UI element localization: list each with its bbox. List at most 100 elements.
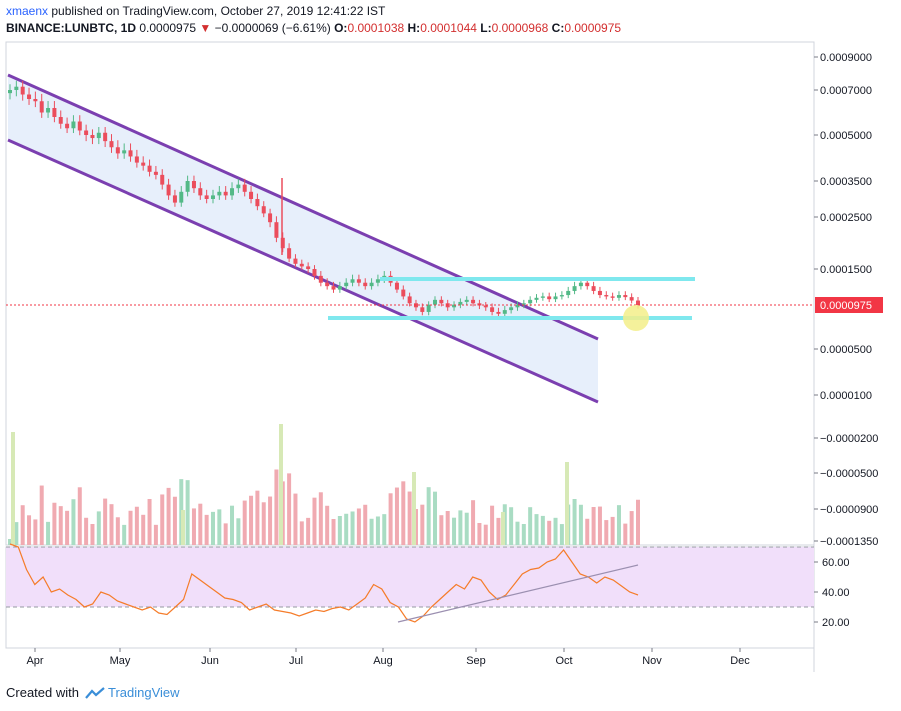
candle-body: [39, 101, 44, 113]
volume-bar: [477, 523, 482, 545]
candle-body: [407, 296, 412, 304]
change-label: −0.0000069 (−6.61%): [214, 21, 331, 35]
candle-body: [46, 108, 51, 113]
candle-body: [337, 286, 342, 290]
candle-body: [65, 123, 70, 129]
candlestick-series: [8, 80, 640, 318]
rsi-trendline: [397, 564, 639, 623]
candle-body: [293, 258, 298, 264]
volume-bar: [559, 524, 564, 545]
candle-body: [394, 282, 399, 290]
volume-bar: [109, 504, 114, 545]
price-tick-label: −0.0000900: [820, 504, 878, 516]
rsi-line: [9, 543, 639, 623]
candle-body: [496, 311, 501, 314]
price-tick-label: 0.0000500: [820, 344, 872, 356]
price-axis[interactable]: 0.0009000 0.0007000 0.0005000 0.0003500 0.00…: [814, 52, 883, 548]
candle-body: [629, 297, 634, 301]
chart-canvas[interactable]: 0.0009000 0.0007000 0.0005000 0.0003500 0.00…: [0, 0, 901, 680]
candle-body: [141, 162, 146, 166]
price-tick-label: 0.0005000: [820, 130, 872, 142]
tradingview-brand[interactable]: TradingView: [107, 685, 180, 700]
volume-bar: [578, 504, 583, 545]
candle-body: [490, 307, 495, 312]
volume-bar: [483, 524, 488, 545]
volume-bar: [318, 492, 323, 545]
volume-bar: [274, 469, 279, 545]
volume-bar: [141, 514, 146, 545]
price-tick-label: −0.0000200: [820, 433, 878, 445]
candle-body: [464, 299, 469, 302]
last-price-label: 0.0000975: [139, 21, 197, 35]
candle-body: [356, 279, 361, 283]
candle-body: [90, 135, 95, 139]
volume-bar: [230, 505, 235, 545]
volume-bar: [153, 524, 158, 545]
price-tick-label: −0.0000500: [820, 468, 878, 480]
price-tick-label: 0.0003500: [820, 176, 872, 188]
candle-body: [553, 296, 558, 300]
rsi-tick-label: 40.00: [822, 587, 850, 599]
volume-bar: [496, 517, 501, 545]
last-price-tick: 0.0000975: [820, 300, 872, 312]
candle-body: [204, 195, 209, 199]
time-tick-label: May: [110, 655, 131, 667]
time-tick-label: Sep: [466, 655, 486, 667]
volume-bar: [122, 524, 127, 545]
tradingview-logo-icon: [85, 686, 105, 699]
price-tick-label: −0.0001350: [820, 536, 878, 548]
candle-body: [230, 188, 235, 196]
volume-bar: [306, 517, 311, 545]
volume-bar: [77, 487, 82, 545]
down-arrow-icon: ▼: [199, 21, 212, 35]
candle-body: [616, 295, 621, 298]
time-tick-label: Jul: [289, 655, 303, 667]
volume-bar: [509, 507, 514, 545]
volume-bar: [255, 490, 260, 545]
volume-bar: [604, 520, 609, 545]
volume-bar: [134, 506, 139, 545]
volume-bar: [166, 487, 171, 545]
price-tick-label: 0.0009000: [820, 52, 872, 64]
volume-bar: [369, 518, 374, 545]
volume-bar: [540, 515, 545, 545]
rsi-axis[interactable]: 60.00 40.00 20.00: [814, 557, 850, 629]
volume-bar: [623, 523, 628, 545]
time-axis[interactable]: Apr May Jun Jul Aug Sep Oct Nov Dec: [26, 648, 750, 667]
time-tick-label: Aug: [373, 655, 393, 667]
volume-bar: [236, 518, 241, 545]
candle-body: [27, 94, 32, 99]
volume-spike-bar: [181, 510, 185, 545]
candle-body: [255, 199, 260, 207]
volume-bar: [96, 511, 101, 545]
volume-bar: [128, 510, 133, 545]
rsi-band-fill: [6, 547, 814, 607]
candle-body: [452, 304, 457, 308]
author-name[interactable]: xmaenx: [6, 4, 49, 18]
high-label: H:: [407, 21, 421, 35]
volume-bar: [350, 511, 355, 545]
candle-body: [572, 286, 577, 291]
low-label: L:: [480, 21, 492, 35]
volume-bar: [610, 516, 615, 545]
candle-body: [210, 195, 215, 199]
candle-body: [331, 286, 336, 290]
volume-bar: [210, 511, 215, 545]
volume-bar: [636, 499, 640, 545]
volume-spike-bar: [501, 512, 505, 545]
volume-bar: [534, 514, 539, 545]
channel-upper-line: [7, 73, 599, 341]
volume-bar: [439, 515, 444, 545]
descending-channel[interactable]: [7, 73, 599, 404]
volume-bar: [299, 521, 304, 545]
volume-bar: [591, 507, 596, 545]
volume-bar: [394, 487, 399, 545]
price-tick-label: 0.0001500: [820, 264, 872, 276]
candle-body: [261, 206, 266, 214]
symbol-label: BINANCE:LUNBTC, 1D: [6, 21, 136, 35]
candle-body: [547, 296, 552, 300]
volume-bar: [337, 516, 342, 545]
volume-bar: [344, 513, 349, 545]
support-resistance-lines[interactable]: [6, 277, 814, 331]
candle-body: [198, 188, 203, 196]
